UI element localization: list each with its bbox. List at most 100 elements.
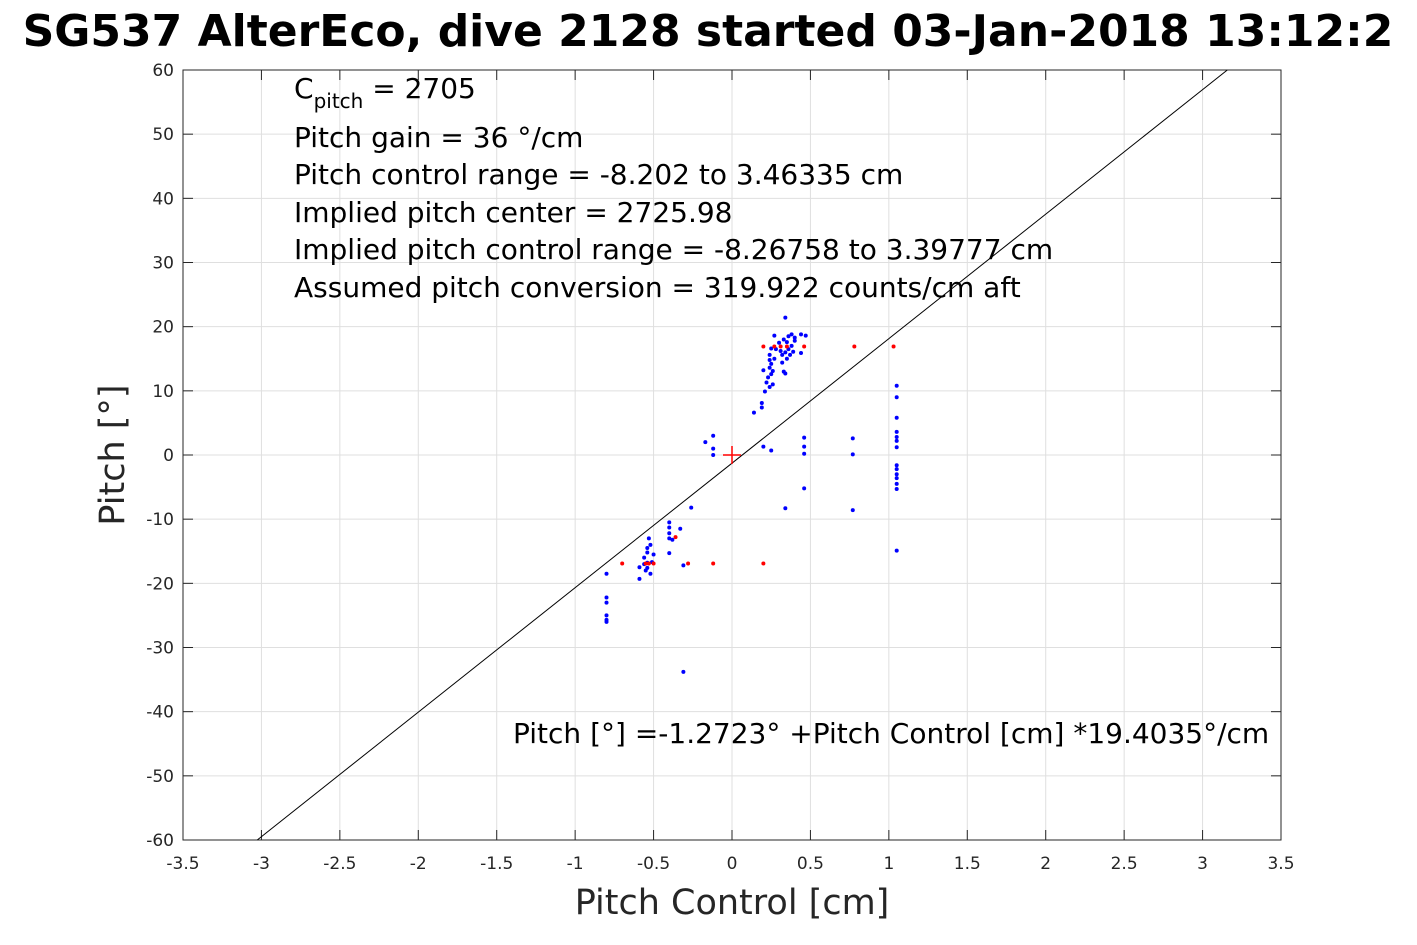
center-marker-group (723, 446, 741, 464)
x-tick-label: 1.5 (954, 854, 981, 874)
red-data-point (620, 561, 625, 566)
red-data-point (772, 344, 777, 349)
blue-data-point (789, 343, 794, 348)
red-data-point (646, 561, 651, 566)
red-data-point (711, 561, 716, 566)
blue-data-point (667, 525, 672, 530)
pitch-gain-annotation: Pitch gain = 36 °/cm (294, 121, 583, 154)
y-tick-label: -10 (146, 510, 174, 530)
blue-data-point (783, 350, 788, 355)
blue-data-point (772, 333, 777, 338)
implied-control-range-annotation: Implied pitch control range = -8.26758 t… (294, 233, 1053, 266)
blue-data-point (784, 356, 789, 361)
blue-data-point (681, 563, 686, 568)
blue-data-point (894, 487, 899, 492)
blue-data-point (769, 448, 774, 453)
blue-data-point (850, 452, 855, 457)
red-data-point (651, 561, 656, 566)
red-data-point (686, 561, 691, 566)
blue-data-point (894, 445, 899, 450)
y-tick-label: -40 (146, 703, 174, 723)
blue-data-point (667, 551, 672, 556)
blue-data-point (767, 384, 772, 389)
fit-equation-annotation: Pitch [°] =-1.2723° +Pitch Control [cm] … (513, 717, 1269, 750)
blue-data-point (604, 600, 609, 605)
blue-data-point (802, 435, 807, 440)
blue-data-point (784, 340, 789, 345)
blue-data-point (783, 371, 788, 376)
blue-data-point (648, 571, 653, 576)
y-tick-label: 50 (152, 125, 174, 145)
y-tick-label: -30 (146, 639, 174, 659)
blue-data-point (783, 315, 788, 320)
x-tick-labels: -3.5 -3 -2.5 -2 -1.5 -1 -0.5 0 0.5 1 1.5 2 2.5 3 3.5 (166, 854, 1294, 874)
grid (182, 69, 1282, 841)
red-data-point (891, 344, 896, 349)
blue-data-point (711, 446, 716, 451)
blue-data-point (799, 350, 804, 355)
blue-data-point (894, 548, 899, 553)
blue-data-point (703, 440, 708, 445)
y-tick-label: 60 (152, 61, 174, 81)
blue-data-point (637, 576, 642, 581)
blue-data-point (802, 486, 807, 491)
x-tick-label: -2.5 (323, 854, 356, 874)
blue-data-point (751, 410, 756, 415)
blue-data-point (667, 520, 672, 525)
red-data-point (852, 344, 857, 349)
blue-data-point (803, 333, 808, 338)
blue-data-point (894, 476, 899, 481)
x-tick-label: -3 (253, 854, 270, 874)
blue-data-point (604, 595, 609, 600)
blue-data-point (894, 472, 899, 477)
red-data-point (778, 344, 783, 349)
blue-data-point (645, 550, 650, 555)
red-data-point (784, 344, 789, 349)
pitch-control-range-annotation: Pitch control range = -8.202 to 3.46335 … (294, 158, 903, 191)
c-pitch-value: = 2705 (363, 72, 476, 105)
blue-data-point (802, 451, 807, 456)
blue-data-point (689, 505, 694, 510)
x-tick-label: -3.5 (166, 854, 199, 874)
blue-data-point (777, 340, 782, 345)
blue-data-point (645, 546, 650, 551)
blue-data-point (783, 506, 788, 511)
blue-data-point (786, 334, 791, 339)
blue-data-point (780, 352, 785, 357)
blue-data-point (759, 405, 764, 410)
chart-title: SG537 AlterEco, dive 2128 started 03-Jan… (23, 6, 1394, 57)
blue-data-point (894, 435, 899, 440)
blue-data-point (799, 332, 804, 337)
data-points (604, 315, 899, 674)
blue-data-point (781, 337, 786, 342)
blue-data-point (762, 389, 767, 394)
red-data-point (761, 561, 766, 566)
y-tick-labels: -60 -50 -40 -30 -20 -10 0 10 20 30 40 50 60 (146, 61, 174, 851)
x-tick-label: -1.5 (480, 854, 513, 874)
y-tick-label: 10 (152, 382, 174, 402)
y-tick-label: 40 (152, 189, 174, 209)
c-pitch-annotation: Cpitch = 2705 (294, 72, 476, 113)
x-tick-label: 0.5 (797, 854, 824, 874)
blue-data-point (604, 571, 609, 576)
red-data-point (643, 561, 648, 566)
x-tick-label: 3.5 (1267, 854, 1294, 874)
blue-data-point (770, 368, 775, 373)
axis-ticks (182, 69, 1282, 841)
blue-data-point (767, 352, 772, 357)
fit-line (256, 69, 1228, 841)
blue-data-point (678, 526, 683, 531)
blue-data-point (767, 358, 772, 363)
blue-data-point (769, 361, 774, 366)
x-tick-label: -1 (567, 854, 584, 874)
blue-data-point (681, 669, 686, 674)
x-tick-label: 2 (1040, 854, 1051, 874)
calibration-info: Cpitch = 2705 Pitch gain = 36 °/cm Pitch… (294, 72, 1053, 304)
blue-data-point (764, 380, 769, 385)
fit-line-group (256, 69, 1228, 841)
blue-data-point (770, 382, 775, 387)
blue-data-point (769, 346, 774, 351)
blue-data-point (802, 444, 807, 449)
blue-data-point (761, 444, 766, 449)
blue-data-point (767, 365, 772, 370)
